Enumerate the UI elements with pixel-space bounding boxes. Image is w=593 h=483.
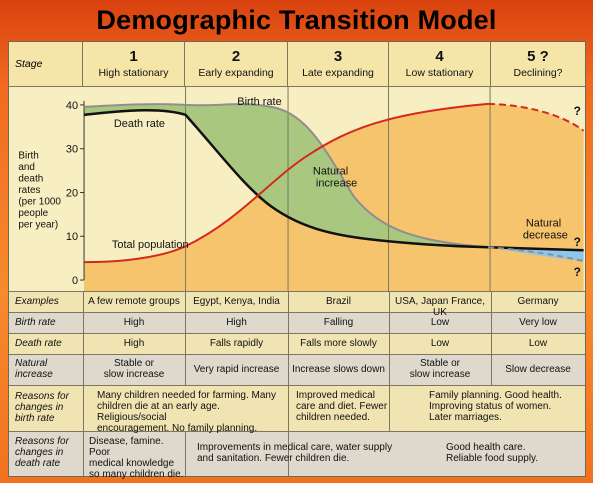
table-cell: Low — [528, 338, 548, 349]
total-population-label: Total population — [112, 239, 189, 251]
reasons-death-row — [9, 431, 585, 476]
table-cell: Low — [430, 317, 450, 328]
y-ticks: 40 30 20 10 0 — [66, 100, 85, 287]
y-tick-label: 40 — [66, 100, 78, 112]
stage-number: 2 — [231, 48, 241, 65]
table-cell: A few remote groups — [88, 296, 180, 307]
natural-increase-row — [9, 354, 585, 385]
table-cell: Improvements in medical care, water supp… — [197, 442, 393, 464]
stage-header-3: 3 Late expanding — [288, 42, 389, 86]
table-cell: Good health care. Reliable food supply. — [446, 442, 539, 464]
reasons-death-label: Reasons for changes in death rate — [15, 436, 69, 469]
total-population-line — [84, 102, 489, 264]
y-axis-label-line: people — [18, 208, 48, 219]
table-cell: Increase slows down — [292, 364, 385, 375]
birth-rate-projection — [487, 246, 584, 263]
table-divider — [185, 291, 186, 385]
natural-decrease-label-1: Natural — [526, 217, 561, 229]
table-cell: Low — [430, 338, 450, 349]
table-cell: High — [123, 338, 145, 349]
natural-increase-label-2: increase — [316, 178, 357, 190]
examples-label: Examples — [15, 296, 59, 307]
table-cell: Falling — [323, 317, 354, 328]
y-axis-label-line: per year) — [18, 219, 58, 230]
question-mark: ? — [574, 104, 581, 118]
y-tick-label: 0 — [72, 275, 78, 287]
stage-name: High stationary — [98, 67, 169, 79]
table-divider — [185, 431, 186, 476]
y-tick-label: 10 — [66, 231, 78, 243]
stage-number: 3 — [333, 48, 343, 65]
table-cell: High — [226, 317, 247, 328]
stage-header-label-cell: Stage — [9, 42, 83, 86]
stage-name: Low stationary — [405, 67, 474, 79]
table-divider — [288, 291, 289, 476]
natural-decrease-label-2: decrease — [523, 229, 568, 241]
dtm-graph: 40 30 20 10 0 Birth rate Death rate Total po… — [9, 86, 585, 291]
death-rate-row — [9, 333, 585, 354]
examples-row — [9, 291, 585, 312]
total-population-projection — [488, 102, 585, 132]
reasons-birth-row — [9, 385, 585, 431]
y-axis-label-line: rates — [18, 185, 40, 196]
stage-header-5: 5 ? Declining? — [491, 42, 585, 86]
stage-header-2: 2 Early expanding — [185, 42, 288, 86]
stage-number: 1 — [129, 48, 138, 65]
question-mark: ? — [574, 265, 581, 279]
page-title: Demographic Transition Model — [96, 5, 497, 35]
y-axis-label-line: Birth — [18, 151, 38, 162]
table-cell: Falls rapidly — [209, 338, 264, 349]
dtm-panel: Stage 1 High stationary 2 Early expandin… — [8, 41, 586, 480]
birth-rate-label: Birth rate — [15, 317, 56, 328]
table-divider — [389, 291, 390, 431]
y-tick-label: 30 — [66, 144, 78, 156]
table-cell: Very low — [519, 317, 557, 328]
birth-rate-label: Birth rate — [237, 96, 281, 108]
stage-header-1: 1 High stationary — [83, 42, 185, 86]
stage-name: Late expanding — [302, 67, 374, 79]
table-cell: Brazil — [325, 296, 351, 307]
table-cell: Germany — [517, 296, 559, 307]
y-tick-label: 20 — [66, 187, 78, 199]
birth-rate-line — [83, 103, 489, 249]
table-cell: Many children needed for farming. Many c… — [97, 390, 276, 434]
table-cell: Falls more slowly — [300, 338, 377, 349]
table-cell: Family planning. Good health. Improving … — [429, 390, 562, 423]
table-cell: Egypt, Kenya, India — [193, 296, 280, 307]
table-cell: Disease, famine. Poor medical knowledge … — [89, 436, 184, 480]
stage-header-4: 4 Low stationary — [389, 42, 491, 86]
table-divider — [491, 291, 492, 385]
birth-rate-row — [9, 312, 585, 333]
natural-increase-label: Natural increase — [15, 358, 53, 380]
stage-number: 4 — [435, 48, 444, 65]
reasons-birth-label: Reasons for changes in birth rate — [15, 391, 69, 424]
table-cell: Stable or slow increase — [409, 358, 471, 380]
stage-name: Early expanding — [198, 67, 274, 79]
table-divider — [83, 291, 84, 476]
table-cell: Slow decrease — [505, 364, 571, 375]
death-rate-line — [83, 109, 584, 252]
table-cell: Stable or slow increase — [103, 358, 165, 380]
y-axis-label-line: and — [18, 162, 35, 173]
table-cell: High — [123, 317, 145, 328]
natural-increase-area — [84, 104, 489, 248]
death-rate-label: Death rate — [114, 118, 165, 130]
stage-header-label: Stage — [15, 58, 43, 70]
table-cell: Improved medical care and diet. Fewer ch… — [296, 390, 388, 423]
stage-number: 5 ? — [527, 48, 549, 65]
y-axis-label-line: (per 1000 — [18, 196, 61, 207]
table-cell: USA, Japan France, UK — [394, 296, 486, 318]
table-cell: Very rapid increase — [193, 364, 280, 375]
y-axis-label-line: death — [18, 174, 43, 185]
natural-increase-label-1: Natural — [313, 166, 348, 178]
death-rate-label: Death rate — [15, 338, 62, 349]
stage-name: Declining? — [513, 67, 563, 79]
question-mark: ? — [574, 235, 581, 249]
